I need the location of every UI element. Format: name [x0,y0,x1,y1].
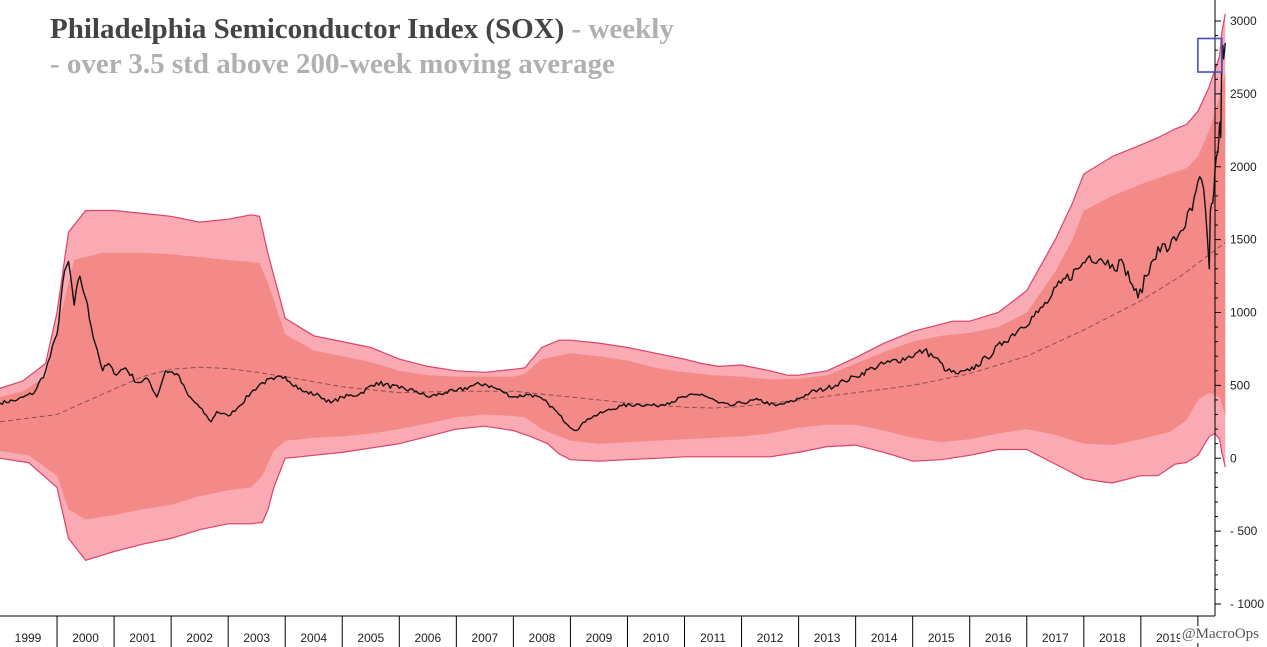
chart-subtitle: - over 3.5 std above 200-week moving ave… [50,48,615,80]
y-tick-label: 1500 [1230,233,1257,247]
title-line: Philadelphia Semiconductor Index (SOX) -… [50,12,674,47]
overlay [1197,37,1223,73]
x-tick-label: 2017 [1042,631,1069,645]
y-tick-label: - 1000 [1230,597,1264,611]
x-tick-label: 1999 [15,631,42,645]
y-tick-label: 2000 [1230,160,1257,174]
series-lines [0,42,1226,432]
y-axis: 3000 2500 2000 1500 1000 500 0 - 500 - 1000 [1214,0,1264,616]
y-tick-label: 1000 [1230,306,1257,320]
chart-title: Philadelphia Semiconductor Index (SOX) [50,13,565,45]
outer-band-upper-edge [0,13,1226,389]
inner-band-area [0,72,1226,520]
x-tick-label: 2007 [472,631,499,645]
std-bands [0,13,1226,561]
x-tick-label: 2001 [129,631,156,645]
x-tick-label: 2015 [928,631,955,645]
x-tick-label: 2003 [243,631,270,645]
x-tick-label: 2012 [757,631,784,645]
x-tick-label: 2009 [586,631,613,645]
credit-label: @MacroOps [1179,626,1261,643]
moving-average-line [0,242,1226,423]
y-tick-label: 0 [1230,451,1237,465]
y-tick-label: 2500 [1230,87,1257,101]
y-tick-label: 500 [1230,378,1250,392]
x-tick-label: 2005 [357,631,384,645]
x-tick-label: 2013 [814,631,841,645]
x-axis: 1999 2000 2001 2002 2003 2004 2005 2006 2007 2008… [0,615,1215,647]
x-tick-label: 2014 [871,631,898,645]
x-tick-label: 2008 [529,631,556,645]
chart-title-suffix: - weekly [571,13,674,45]
x-tick-label: 2019 [1156,631,1183,645]
outer-band-lower-edge [0,425,1226,561]
x-tick-label: 2000 [72,631,99,645]
highlight-box [1197,37,1223,73]
y-tick-label: - 500 [1230,524,1258,538]
y-tick-label: 3000 [1230,14,1257,28]
price-line [0,42,1226,432]
x-tick-label: 2004 [300,631,327,645]
x-tick-label: 2002 [186,631,213,645]
x-tick-label: 2006 [414,631,441,645]
x-tick-label: 2010 [643,631,670,645]
title-block: Philadelphia Semiconductor Index (SOX) -… [50,12,674,82]
x-tick-label: 2018 [1099,631,1126,645]
x-tick-label: 2016 [985,631,1012,645]
x-tick-label: 2011 [700,631,726,645]
